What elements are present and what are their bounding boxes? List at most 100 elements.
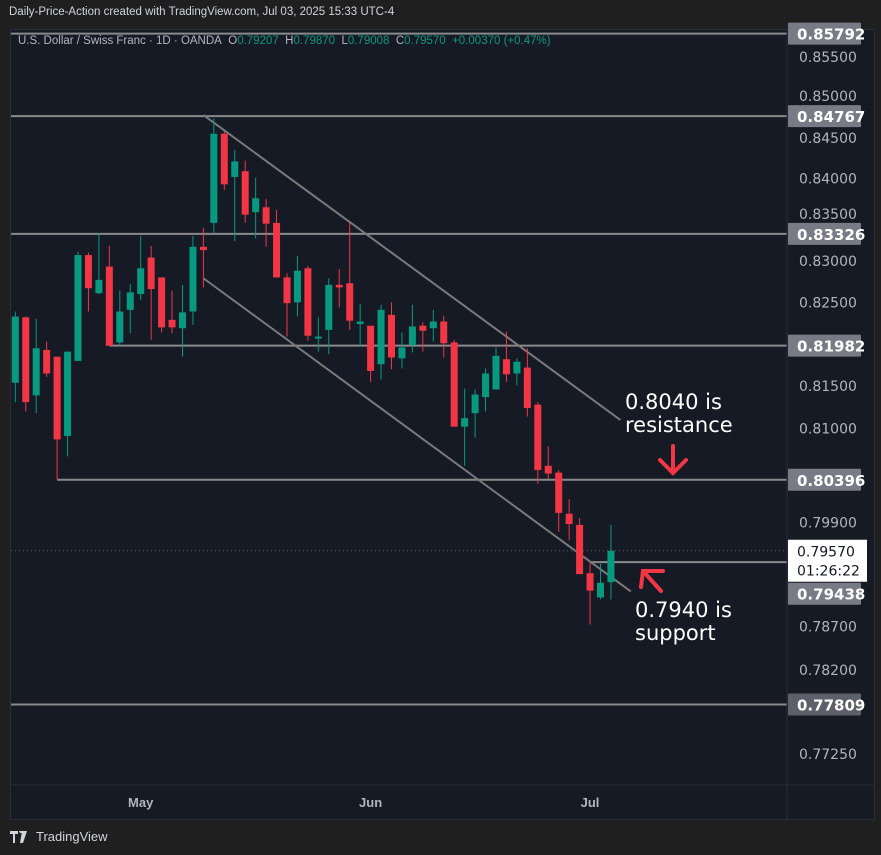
candle-body [534, 404, 542, 471]
candle-body [241, 171, 249, 215]
candle [147, 245, 155, 340]
candle [544, 446, 552, 479]
candle-body [137, 268, 145, 295]
candle [43, 341, 51, 377]
high-label: H [285, 35, 294, 47]
candle [377, 304, 385, 380]
candle [179, 284, 186, 357]
candle [262, 199, 270, 247]
candle [482, 368, 490, 412]
candle-body [231, 161, 239, 177]
candle-body [356, 321, 364, 325]
bar-countdown-label: 01:26:22 [797, 564, 860, 580]
time-tick-label: Jun [359, 795, 382, 810]
candle-body [199, 246, 207, 251]
candle-body [84, 255, 92, 289]
candle [95, 232, 103, 295]
candle [419, 322, 427, 352]
level-price-label: 0.84767 [797, 108, 865, 126]
trend-channel-line [202, 114, 621, 421]
candle [199, 227, 207, 288]
candle-body [64, 351, 72, 437]
candle [158, 277, 166, 333]
candle [325, 278, 333, 355]
candle-body [398, 347, 406, 359]
price-tick-label: 0.78700 [799, 619, 857, 635]
candle [346, 222, 354, 330]
candle [74, 251, 82, 361]
candle [231, 150, 239, 242]
candle-body [607, 550, 615, 583]
candle [388, 302, 395, 370]
candle [429, 309, 437, 342]
last-price-badge [788, 539, 867, 582]
level-price-label: 0.80396 [797, 472, 865, 490]
candle [492, 347, 500, 390]
price-tick-label: 0.78200 [799, 663, 857, 679]
price-tick-label: 0.85500 [799, 50, 857, 66]
candle-body [576, 524, 584, 575]
candle-body [210, 133, 218, 223]
candle [210, 118, 218, 234]
candle [304, 265, 312, 341]
plot-area [11, 32, 787, 706]
candle [283, 273, 291, 337]
arrow-head [639, 569, 665, 589]
candle [408, 304, 416, 353]
level-price-badge [788, 334, 861, 357]
tradingview-footer[interactable]: TradingView [10, 829, 108, 844]
candle [576, 518, 584, 575]
candle-body [565, 513, 573, 525]
candle [555, 470, 563, 532]
candle-body [429, 321, 437, 329]
candle [356, 304, 364, 346]
candle [534, 402, 542, 484]
candle-body [597, 582, 604, 598]
candle-body [440, 321, 448, 344]
candle [367, 325, 375, 382]
price-tick-label: 0.81500 [799, 379, 857, 395]
candle-body [419, 325, 427, 331]
resistance-annotation: 0.8040 is resistance [625, 391, 733, 437]
candle-body [189, 246, 197, 312]
chart-panel[interactable] [10, 29, 875, 820]
level-price-label: 0.81982 [797, 338, 865, 356]
tradingview-logo-icon [10, 830, 27, 843]
candle [32, 319, 40, 414]
candle [116, 290, 124, 347]
tradingview-brand: TradingView [36, 829, 108, 844]
candle [398, 332, 406, 369]
change-value: +0.00370 (+0.47%) [452, 35, 551, 47]
candle [126, 284, 134, 334]
low-value: 0.79008 [347, 35, 390, 47]
candle-body [116, 311, 124, 343]
candle [607, 524, 615, 600]
candle [293, 255, 301, 317]
candle-body [471, 394, 479, 414]
candle [220, 131, 228, 191]
annotation-text: 0.7940 is [635, 598, 732, 622]
candle [461, 388, 469, 466]
candle [84, 252, 92, 312]
candle-body [388, 314, 395, 358]
time-tick-label: May [128, 795, 154, 810]
candle-body [283, 277, 291, 304]
candle-body [126, 292, 134, 310]
candle-body [544, 465, 552, 474]
candle-body [325, 284, 333, 330]
level-price-label: 0.77809 [797, 696, 865, 714]
candle-body [492, 355, 500, 390]
high-value: 0.79870 [293, 35, 336, 47]
candle-body [377, 309, 385, 365]
time-tick-label: Jul [581, 795, 600, 810]
candle-body [262, 207, 270, 224]
candle-body [32, 348, 40, 396]
candle-body [502, 359, 510, 375]
price-tick-label: 0.84500 [799, 131, 857, 147]
candle [137, 236, 145, 300]
annotation-text: 0.8040 is [625, 390, 722, 414]
candle-body [450, 342, 458, 427]
candle-body [461, 418, 469, 427]
candle-body [346, 283, 354, 321]
